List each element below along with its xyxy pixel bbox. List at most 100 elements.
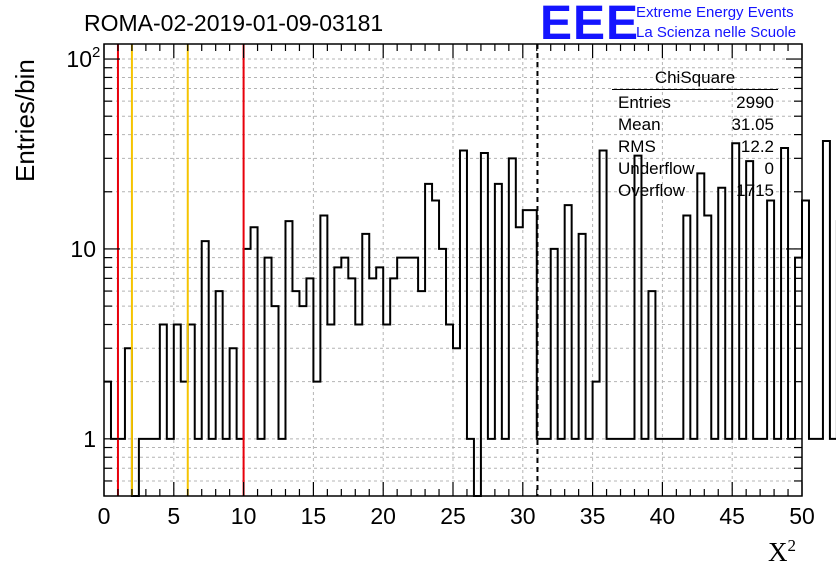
histogram-bin [802, 200, 809, 496]
x-tick-label: 35 [580, 503, 606, 529]
histogram-bin [481, 153, 488, 496]
histogram-bin [223, 439, 230, 496]
histogram-bin [216, 291, 223, 496]
histogram-bin [327, 325, 334, 496]
histogram-bin [655, 439, 662, 496]
y-tick-label: 10 [70, 236, 96, 262]
stats-row-entries: Entries 2990 [612, 92, 778, 114]
histogram-bin [523, 210, 530, 496]
histogram-bin [237, 439, 244, 496]
histogram-bin [565, 205, 572, 496]
eee-logo-line1: Extreme Energy Events [636, 4, 794, 21]
histogram-bin [376, 267, 383, 496]
histogram-bin [411, 258, 418, 496]
histogram-bin [369, 278, 376, 496]
x-axis-label-text: X [768, 537, 788, 567]
histogram-bin [718, 188, 725, 496]
histogram-bin [788, 439, 795, 496]
histogram-bin [572, 439, 579, 496]
histogram-bin [551, 249, 558, 496]
histogram-bin [313, 382, 320, 496]
eee-logo: EEE [540, 0, 640, 50]
histogram-bin [279, 439, 286, 496]
stats-row-overflow: Overflow 1715 [612, 180, 778, 202]
histogram-bin [690, 439, 697, 496]
histogram-bin [600, 150, 607, 496]
histogram-bin [628, 439, 635, 496]
histogram-bin [767, 200, 774, 496]
histogram-bin [251, 227, 258, 496]
histogram-bin [453, 348, 460, 496]
y-tick-label: 1 [83, 426, 96, 452]
histogram-bin [404, 258, 411, 496]
stats-value: 2990 [736, 93, 774, 112]
histogram-bin [320, 215, 327, 496]
histogram-bin [174, 325, 181, 496]
histogram-bin [425, 184, 432, 496]
histogram-bin [265, 258, 272, 496]
histogram-bin [641, 439, 648, 496]
stats-row-underflow: Underflow 0 [612, 158, 778, 180]
stats-header: ChiSquare [612, 68, 778, 90]
histogram-bin [258, 439, 265, 496]
y-axis-label: Entries/bin [10, 59, 40, 182]
x-tick-label: 10 [231, 503, 257, 529]
y-tick-label: 10 [66, 46, 92, 72]
histogram-bin [704, 215, 711, 496]
histogram-bin [467, 439, 474, 496]
histogram-bin [746, 161, 753, 496]
histogram-bin [676, 439, 683, 496]
y-axis-label-container: Entries/bin [8, 59, 40, 190]
x-tick-label: 0 [98, 503, 111, 529]
stats-row-mean: Mean 31.05 [612, 114, 778, 136]
x-axis-label: X2 [768, 536, 796, 568]
histogram-bin [118, 439, 125, 496]
x-tick-label: 45 [719, 503, 745, 529]
histogram-bin [488, 439, 495, 496]
eee-logo-line2: La Scienza nelle Scuole [636, 24, 797, 41]
stats-box: ChiSquare Entries 2990 Mean 31.05 RMS 12… [612, 68, 778, 202]
histogram-bin [167, 439, 174, 496]
histogram-bin [725, 439, 732, 496]
histogram-bin [111, 439, 118, 496]
histogram-bin [816, 439, 823, 496]
histogram-bin [774, 439, 781, 496]
stats-value: 12.2 [740, 137, 774, 156]
histogram-bin [160, 325, 167, 496]
histogram-bin [341, 258, 348, 496]
histogram-bin [795, 258, 802, 496]
stats-value: 1715 [736, 181, 774, 200]
histogram-bin [202, 241, 209, 496]
histogram-bin [593, 382, 600, 496]
histogram-bin [739, 439, 746, 496]
histogram-bin [634, 156, 641, 496]
histogram-bin [334, 267, 341, 496]
histogram-bin [432, 200, 439, 496]
histogram-bin [418, 291, 425, 496]
histogram-bin [244, 249, 251, 496]
histogram-bin [502, 439, 509, 496]
x-tick-label: 5 [167, 503, 180, 529]
histogram-bin [495, 184, 502, 496]
x-tick-label: 25 [440, 503, 466, 529]
histogram-bin [195, 439, 202, 496]
histogram-bin [558, 439, 565, 496]
histogram-bin [125, 348, 132, 496]
stats-label: RMS [618, 137, 656, 156]
stats-label: Overflow [618, 181, 686, 200]
x-tick-label: 40 [650, 503, 676, 529]
histogram-bin [153, 439, 160, 496]
histogram-bin [669, 439, 676, 496]
histogram-bin [711, 439, 718, 496]
histogram-bin [348, 278, 355, 496]
histogram-bin [439, 249, 446, 496]
histogram-bin [285, 221, 292, 496]
stats-value: 0 [764, 159, 774, 178]
x-tick-label: 20 [370, 503, 396, 529]
histogram-bin [830, 439, 836, 496]
histogram-bin [383, 325, 390, 496]
histogram-bin [139, 439, 146, 496]
stats-label: Entries [618, 93, 671, 112]
histogram-bin [362, 234, 369, 496]
